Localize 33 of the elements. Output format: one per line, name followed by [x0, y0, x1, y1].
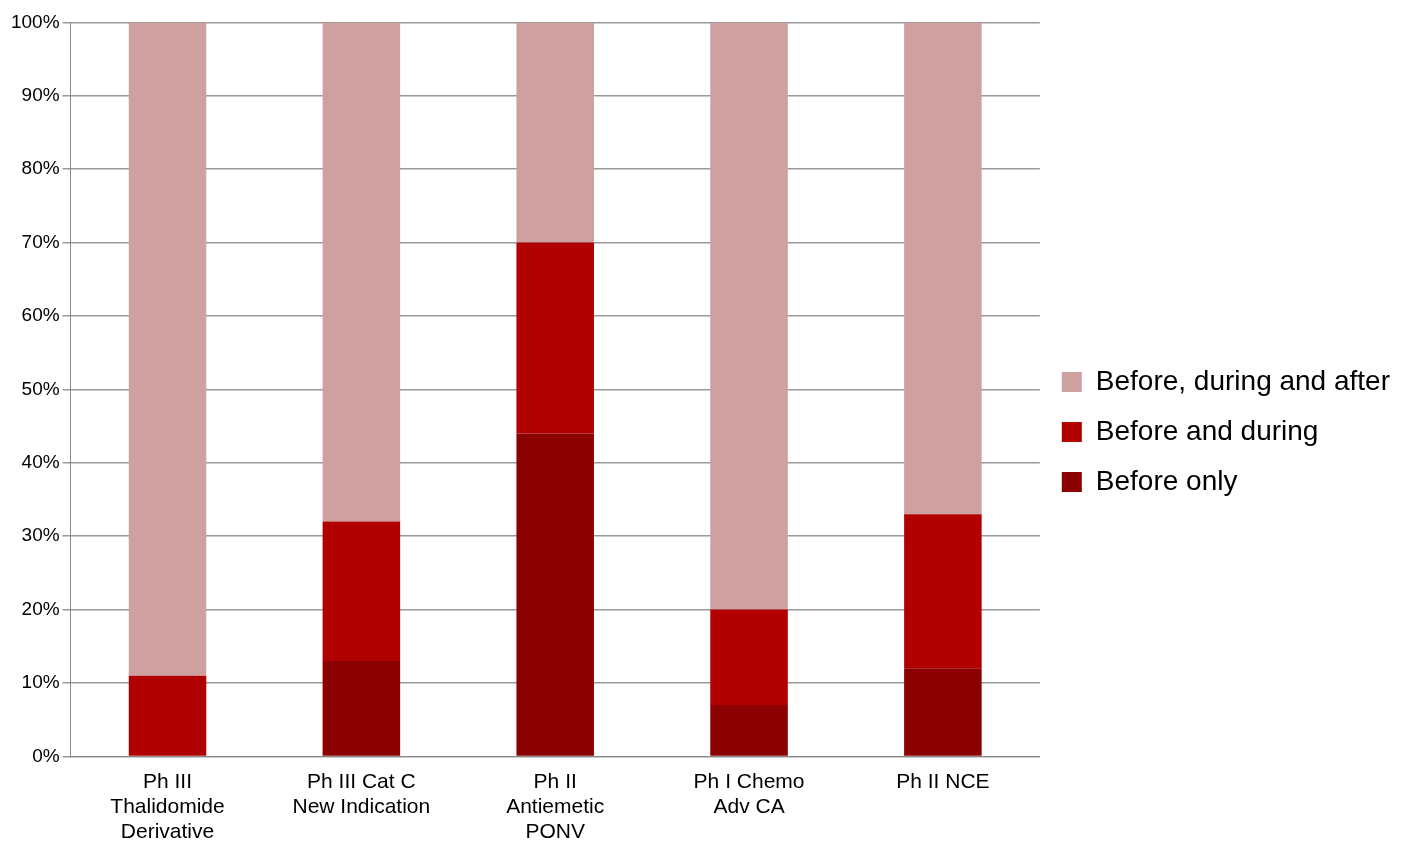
y-tick-label: 40%: [21, 451, 60, 473]
y-tick-label: 90%: [21, 84, 60, 106]
bar: [710, 609, 788, 706]
y-tick-label: 70%: [21, 230, 60, 252]
y-tick-label: 0%: [32, 744, 60, 766]
bar: [904, 22, 982, 515]
bar: [516, 22, 594, 243]
bar: [904, 514, 982, 669]
legend-label: Before and during: [1095, 414, 1319, 446]
y-tick-label: 20%: [21, 597, 60, 619]
bar: [128, 675, 207, 756]
legend-label: Before, during and after: [1095, 364, 1391, 396]
x-tick-label: Ph I Chemo Adv CA: [693, 768, 805, 817]
bar: [322, 521, 401, 661]
y-tick-label: 80%: [21, 157, 60, 179]
x-tick-label: Ph II NCE: [896, 768, 990, 792]
bar: [904, 668, 982, 756]
y-tick-label: 50%: [21, 377, 60, 399]
bar: [516, 242, 594, 434]
bar: [128, 22, 207, 676]
bar: [516, 433, 594, 756]
y-tick-label: 60%: [21, 304, 60, 326]
bar: [322, 22, 401, 522]
x-tick-label: Ph II Antiemetic PONV: [506, 768, 605, 843]
bar: [710, 705, 788, 756]
y-tick-label: 30%: [21, 524, 60, 546]
x-tick-label: Ph III Cat C New Indication: [292, 768, 431, 817]
bar: [710, 22, 788, 610]
x-tick-label: Ph III Thalidomide Derivative: [110, 768, 225, 843]
bar: [322, 660, 401, 756]
y-tick-label: 100%: [10, 10, 60, 32]
y-tick-label: 10%: [21, 671, 60, 693]
legend-label: Before only: [1095, 464, 1238, 496]
